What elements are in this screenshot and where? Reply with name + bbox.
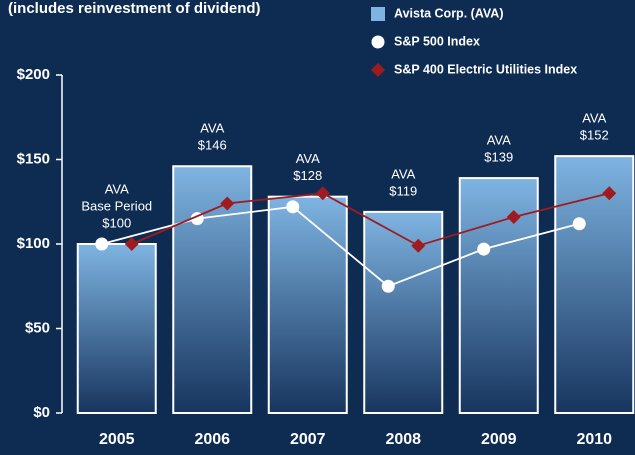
- point: [124, 237, 139, 251]
- point: [506, 209, 521, 224]
- point: [95, 237, 109, 251]
- point: [411, 238, 426, 253]
- bar: [554, 155, 635, 414]
- bar: [76, 243, 157, 414]
- bar-label: AVA: [105, 181, 129, 196]
- point: [286, 200, 300, 214]
- value-label: $146: [198, 138, 227, 153]
- bar-label: AVA: [582, 111, 606, 126]
- point: [602, 186, 617, 201]
- x-tick-label: 2006: [194, 431, 230, 448]
- value-label: $128: [293, 168, 322, 183]
- series-line: [131, 192, 610, 247]
- y-tick-label: $200: [17, 66, 50, 83]
- y-tick-label: $0: [33, 404, 50, 421]
- point: [381, 279, 395, 293]
- bar: [363, 210, 444, 414]
- x-tick-label: 2010: [576, 431, 612, 448]
- value-label: $100: [102, 215, 131, 230]
- chart-title: (includes reinvestment of dividend): [8, 0, 261, 17]
- point: [315, 186, 330, 201]
- bar-label: AVA: [200, 121, 224, 136]
- y-tick-label: $100: [17, 235, 50, 252]
- legend-swatch: [371, 35, 385, 49]
- legend-label: S&P 400 Electric Utilities Index: [394, 62, 577, 76]
- point: [572, 217, 586, 231]
- bar: [267, 195, 348, 414]
- x-tick-label: 2005: [99, 431, 135, 448]
- bar-label: AVA: [296, 151, 320, 166]
- bar: [458, 177, 539, 414]
- x-tick-label: 2009: [481, 431, 517, 448]
- base-label: Base Period: [81, 198, 152, 213]
- point: [477, 242, 491, 256]
- value-label: $119: [389, 183, 417, 198]
- value-label: $139: [484, 150, 513, 165]
- legend-label: S&P 500 Index: [394, 34, 480, 48]
- x-tick-label: 2007: [290, 431, 326, 448]
- y-tick-label: $150: [17, 150, 50, 167]
- x-tick-label: 2008: [385, 431, 421, 448]
- value-label: $152: [580, 128, 609, 143]
- legend-swatch: [371, 63, 385, 77]
- y-tick-label: $50: [25, 319, 50, 336]
- legend-label: Avista Corp. (AVA): [394, 6, 504, 20]
- legend-swatch: [371, 7, 385, 21]
- bar-label: AVA: [391, 166, 415, 181]
- bar-label: AVA: [487, 133, 511, 148]
- point: [220, 196, 235, 211]
- bar: [172, 165, 253, 414]
